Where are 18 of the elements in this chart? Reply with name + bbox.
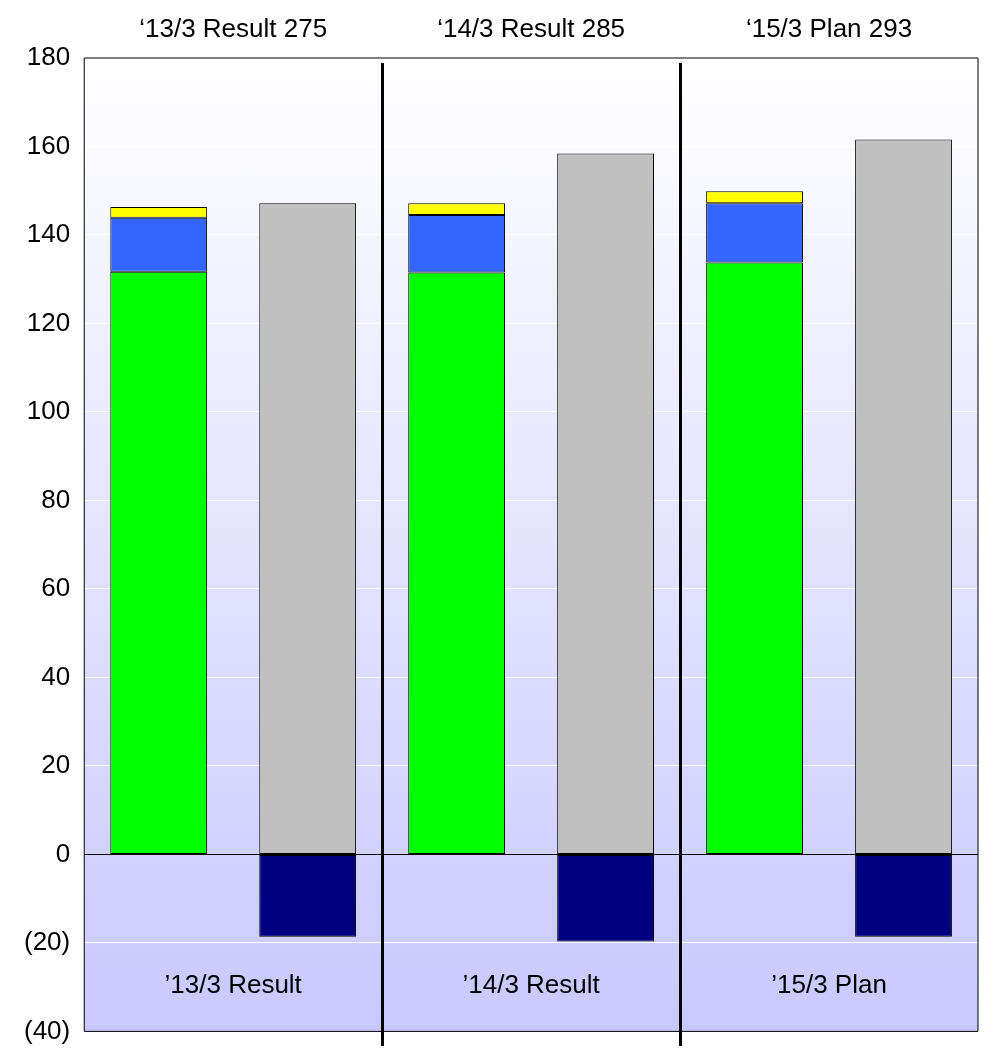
y-tick-label: 120 [26,306,71,337]
annotation: ’13/3 Result [164,968,303,999]
text: ‘14/3 Result 285 [437,13,626,44]
y-tick-label: (20) [23,926,71,957]
y-tick-label: 60 [41,572,71,603]
y-tick-label: 0 [55,837,71,868]
text: ‘13/3 Result 275 [139,13,328,44]
y-tick-label: 180 [26,41,71,72]
text: ‘15/3 Plan 293 [745,13,913,44]
annotation: ’15/3 Plan [771,968,887,999]
y-tick-label: 100 [26,395,71,426]
y-tick-label: 80 [41,483,71,514]
y-tick-label: 20 [41,749,71,780]
y-tick-label: (40) [23,1014,71,1045]
y-tick-label: 40 [41,660,71,691]
y-tick-label: 160 [26,129,71,160]
annotation: ’14/3 Result [462,968,601,999]
y-tick-label: 140 [26,218,71,249]
